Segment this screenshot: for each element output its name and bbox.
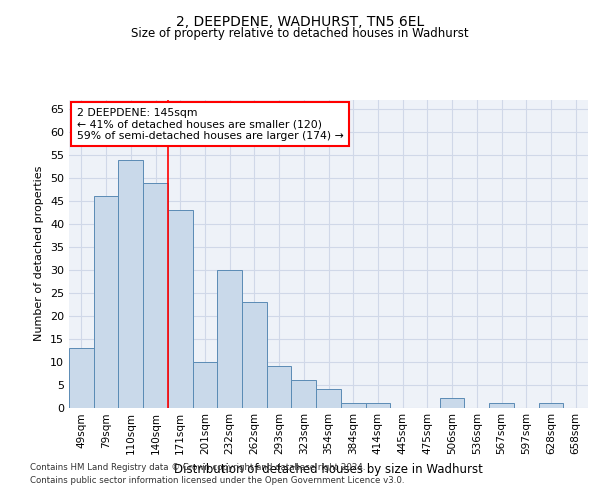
Bar [489, 403, 514, 407]
Bar [292, 380, 316, 407]
Text: Contains HM Land Registry data © Crown copyright and database right 2024.: Contains HM Land Registry data © Crown c… [30, 464, 365, 472]
Text: Size of property relative to detached houses in Wadhurst: Size of property relative to detached ho… [131, 28, 469, 40]
Bar [365, 403, 390, 407]
Bar [94, 196, 118, 408]
Text: 2 DEEPDENE: 145sqm
← 41% of detached houses are smaller (120)
59% of semi-detach: 2 DEEPDENE: 145sqm ← 41% of detached hou… [77, 108, 344, 141]
Bar [118, 160, 143, 408]
Text: 2, DEEPDENE, WADHURST, TN5 6EL: 2, DEEPDENE, WADHURST, TN5 6EL [176, 15, 424, 29]
Bar [168, 210, 193, 408]
X-axis label: Distribution of detached houses by size in Wadhurst: Distribution of detached houses by size … [174, 463, 483, 476]
Bar [193, 362, 217, 408]
Bar [242, 302, 267, 408]
Bar [267, 366, 292, 408]
Bar [143, 182, 168, 408]
Bar [539, 403, 563, 407]
Bar [316, 389, 341, 407]
Y-axis label: Number of detached properties: Number of detached properties [34, 166, 44, 342]
Bar [341, 403, 365, 407]
Bar [440, 398, 464, 407]
Bar [69, 348, 94, 408]
Bar [217, 270, 242, 407]
Text: Contains public sector information licensed under the Open Government Licence v3: Contains public sector information licen… [30, 476, 404, 485]
